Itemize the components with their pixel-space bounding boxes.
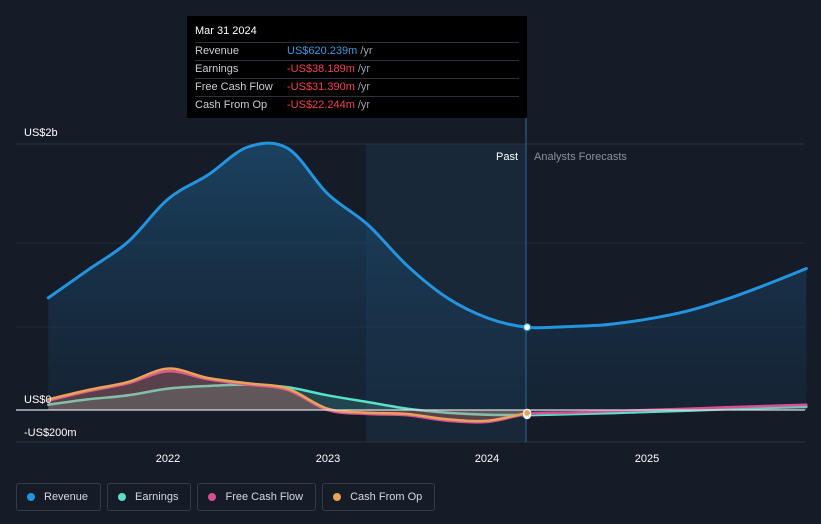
legend-label: Earnings (135, 491, 179, 503)
tooltip-row-revenue: Revenue US$620.239m /yr (195, 42, 519, 60)
forecast-label: Analysts Forecasts (534, 151, 627, 163)
tooltip-label: Earnings (195, 63, 239, 75)
cash-from-op-marker[interactable] (522, 408, 532, 417)
tooltip-unit: /yr (357, 81, 371, 93)
tooltip-row-free-cash-flow: Free Cash Flow -US$31.390m /yr (195, 78, 519, 96)
cash-from-op-line (47, 367, 529, 423)
tooltip-value: -US$38.189m (287, 63, 355, 75)
past-label: Past (496, 151, 518, 163)
revenue-line (46, 141, 808, 330)
legend-item-earnings[interactable]: Earnings (107, 483, 192, 511)
marker-layer (522, 323, 532, 420)
tooltip-row-earnings: Earnings -US$38.189m /yr (195, 60, 519, 78)
x-tick-2025: 2025 (635, 453, 659, 465)
tooltip-unit: /yr (357, 63, 371, 75)
legend-label: Free Cash Flow (225, 491, 304, 503)
legend-dot-icon (208, 493, 217, 501)
legend-dot-icon (333, 493, 342, 501)
free-cash-flow-line (47, 370, 808, 424)
tooltip-label: Revenue (195, 45, 240, 57)
y-label-top: US$2b (24, 127, 58, 139)
revenue-area (48, 143, 807, 410)
tooltip-unit: /yr (360, 45, 373, 57)
y-label-bottom: -US$200m (24, 427, 77, 439)
legend: Revenue Earnings Free Cash Flow Cash Fro… (16, 483, 436, 511)
y-label-zero: US$0 (24, 394, 52, 406)
tooltip-label: Free Cash Flow (195, 81, 273, 93)
legend-dot-icon (27, 493, 35, 501)
tooltip-value: -US$22.244m (287, 99, 355, 111)
legend-item-cash-from-op[interactable]: Cash From Op (322, 483, 436, 511)
tooltip-row-cash-from-op: Cash From Op -US$22.244m /yr (195, 96, 519, 114)
earnings-area (48, 384, 807, 416)
legend-label: Revenue (44, 491, 89, 503)
tooltip-label: Cash From Op (195, 99, 268, 111)
legend-dot-icon (118, 493, 127, 501)
legend-label: Cash From Op (350, 491, 423, 503)
revenue-marker[interactable] (522, 323, 532, 332)
tooltip-value: US$620.239m (287, 45, 358, 57)
cash-from-op-area (48, 368, 528, 422)
legend-item-revenue[interactable]: Revenue (16, 483, 102, 511)
x-tick-2024: 2024 (475, 453, 499, 465)
tooltip-value: -US$31.390m (287, 81, 355, 93)
tooltip-unit: /yr (357, 99, 371, 111)
legend-item-free-cash-flow[interactable]: Free Cash Flow (197, 483, 317, 511)
earnings-line (47, 383, 808, 417)
x-tick-2022: 2022 (156, 453, 180, 465)
tooltip-date: Mar 31 2024 (195, 25, 257, 37)
tooltip: Mar 31 2024 Revenue US$620.239m /yr Earn… (187, 16, 527, 118)
x-tick-2023: 2023 (316, 453, 340, 465)
